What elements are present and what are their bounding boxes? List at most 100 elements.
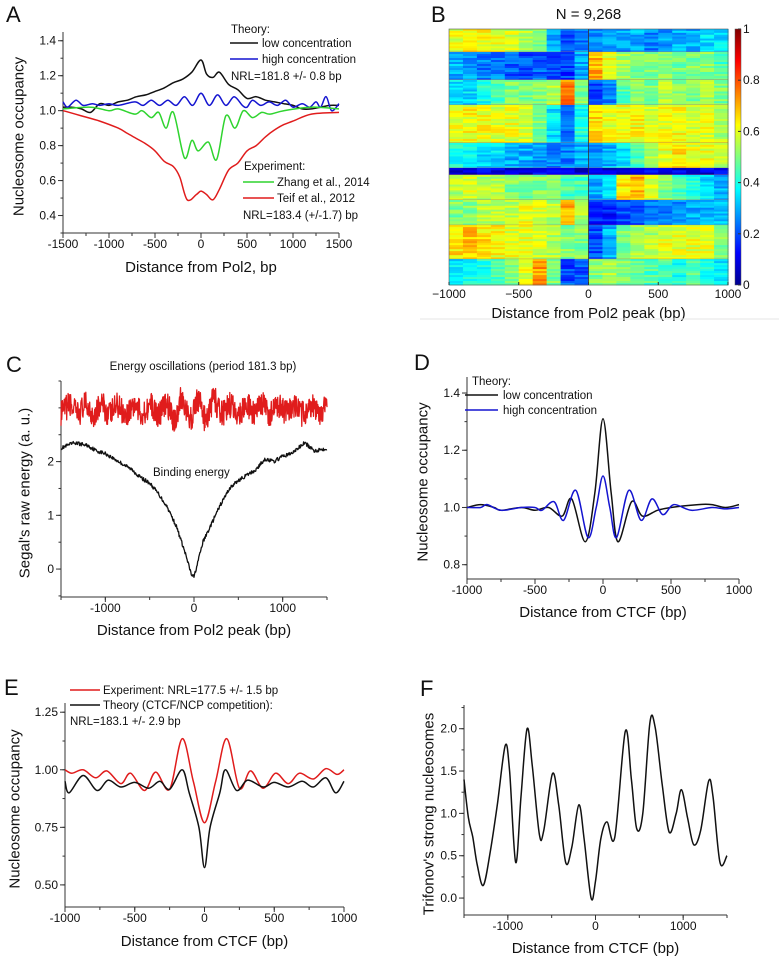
heatmap-cell bbox=[490, 79, 506, 83]
heatmap-cell bbox=[714, 111, 729, 114]
heatmap-cell bbox=[616, 215, 631, 218]
heatmap-cell bbox=[574, 87, 590, 90]
heatmap-cell bbox=[546, 118, 562, 122]
heatmap-cell bbox=[574, 95, 590, 98]
heatmap-cell bbox=[714, 277, 729, 280]
x-axis-label: Distance from CTCF (bp) bbox=[121, 933, 289, 950]
heatmap-cell bbox=[644, 253, 659, 256]
heatmap-cell bbox=[686, 87, 701, 90]
heatmap-cell bbox=[588, 42, 604, 45]
heatmap-cell bbox=[714, 253, 729, 256]
heatmap-cell bbox=[588, 255, 604, 258]
heatmap-cell bbox=[714, 261, 729, 264]
heatmap-cell bbox=[574, 192, 590, 195]
heatmap-cell bbox=[588, 122, 604, 126]
heatmap-cell bbox=[518, 113, 534, 116]
heatmap-cell bbox=[574, 182, 590, 185]
heatmap-cell bbox=[532, 241, 548, 244]
heatmap-cell bbox=[560, 52, 576, 55]
heatmap-cell bbox=[602, 117, 617, 120]
heatmap-cell bbox=[504, 44, 520, 47]
heatmap-cell bbox=[504, 29, 520, 32]
heatmap-cell bbox=[462, 144, 478, 148]
heatmap-cell bbox=[602, 259, 617, 262]
legend-note: NRL=183.4 (+/-1.7) bp bbox=[243, 210, 358, 222]
heatmap-cell bbox=[490, 231, 506, 234]
heatmap-cell bbox=[672, 275, 687, 278]
heatmap-cell bbox=[504, 259, 520, 262]
heatmap-cell bbox=[672, 144, 687, 148]
heatmap-cell bbox=[602, 261, 617, 264]
heatmap-cell bbox=[532, 249, 548, 252]
x-tick-label: 0 bbox=[198, 237, 205, 251]
heatmap-cell bbox=[532, 215, 548, 218]
heatmap-cell bbox=[616, 136, 631, 140]
x-axis-label: Distance from CTCF (bp) bbox=[519, 604, 687, 621]
heatmap-cell bbox=[714, 203, 729, 207]
heatmap-cell bbox=[616, 243, 631, 246]
heatmap-cell bbox=[462, 241, 478, 244]
heatmap-cell bbox=[672, 198, 687, 201]
heatmap-cell bbox=[630, 245, 645, 248]
heatmap-cell bbox=[616, 273, 631, 276]
heatmap-cell bbox=[476, 30, 492, 34]
heatmap-cell bbox=[686, 138, 701, 142]
heatmap-cell bbox=[714, 42, 729, 45]
heatmap-cell bbox=[504, 277, 520, 280]
heatmap-cell bbox=[630, 77, 645, 81]
heatmap-cell bbox=[476, 283, 492, 286]
heatmap-cell bbox=[449, 128, 464, 132]
heatmap-cell bbox=[672, 215, 687, 218]
heatmap-cell bbox=[616, 223, 631, 226]
heatmap-cell bbox=[616, 275, 631, 278]
heatmap-cell bbox=[504, 265, 520, 268]
heatmap-cell bbox=[630, 203, 645, 207]
series-line-1 bbox=[60, 440, 328, 578]
heatmap-cell bbox=[700, 184, 715, 187]
x-tick-label: 1000 bbox=[331, 911, 358, 925]
heatmap-cell bbox=[532, 71, 548, 75]
heatmap-cell bbox=[602, 184, 617, 187]
heatmap-cell bbox=[476, 115, 492, 118]
heatmap-cell bbox=[686, 120, 701, 124]
heatmap-cell bbox=[560, 178, 576, 182]
heatmap-cell bbox=[672, 36, 687, 39]
heatmap-cell bbox=[462, 198, 478, 201]
heatmap-cell bbox=[714, 64, 729, 67]
heatmap-cell bbox=[644, 152, 659, 155]
heatmap-cell bbox=[602, 237, 617, 240]
y-tick-label: 0.4 bbox=[39, 209, 56, 223]
heatmap-cell bbox=[658, 186, 673, 189]
heatmap-cell bbox=[700, 200, 715, 203]
heatmap-cell bbox=[532, 213, 548, 216]
heatmap-cell bbox=[602, 58, 617, 61]
heatmap-cell bbox=[476, 229, 492, 232]
heatmap-cell bbox=[700, 83, 715, 87]
heatmap-cell bbox=[546, 235, 562, 238]
heatmap-cell bbox=[532, 38, 548, 41]
heatmap-cell bbox=[672, 93, 687, 96]
heatmap-cell bbox=[616, 166, 631, 169]
heatmap-cell bbox=[532, 170, 548, 174]
heatmap-cell bbox=[546, 194, 562, 197]
heatmap-cell bbox=[449, 221, 464, 224]
heatmap-cell bbox=[630, 231, 645, 234]
heatmap-cell bbox=[644, 186, 659, 189]
y-tick-label: 1.4 bbox=[39, 34, 56, 48]
heatmap-cell bbox=[476, 269, 492, 272]
heatmap-cell bbox=[616, 95, 631, 98]
heatmap-cell bbox=[546, 227, 562, 230]
heatmap-cell bbox=[490, 85, 506, 89]
heatmap-cell bbox=[532, 182, 548, 185]
heatmap-cell bbox=[700, 201, 715, 205]
heatmap-cell bbox=[714, 241, 729, 244]
heatmap-cell bbox=[504, 103, 520, 106]
heatmap-cell bbox=[560, 95, 576, 98]
heatmap-cell bbox=[574, 65, 590, 69]
heatmap-cell bbox=[546, 97, 562, 100]
heatmap-cell bbox=[462, 67, 478, 71]
heatmap-cell bbox=[700, 107, 715, 110]
heatmap-cell bbox=[630, 217, 645, 220]
heatmap-cell bbox=[714, 247, 729, 250]
legend-title: Experiment: bbox=[244, 161, 305, 173]
